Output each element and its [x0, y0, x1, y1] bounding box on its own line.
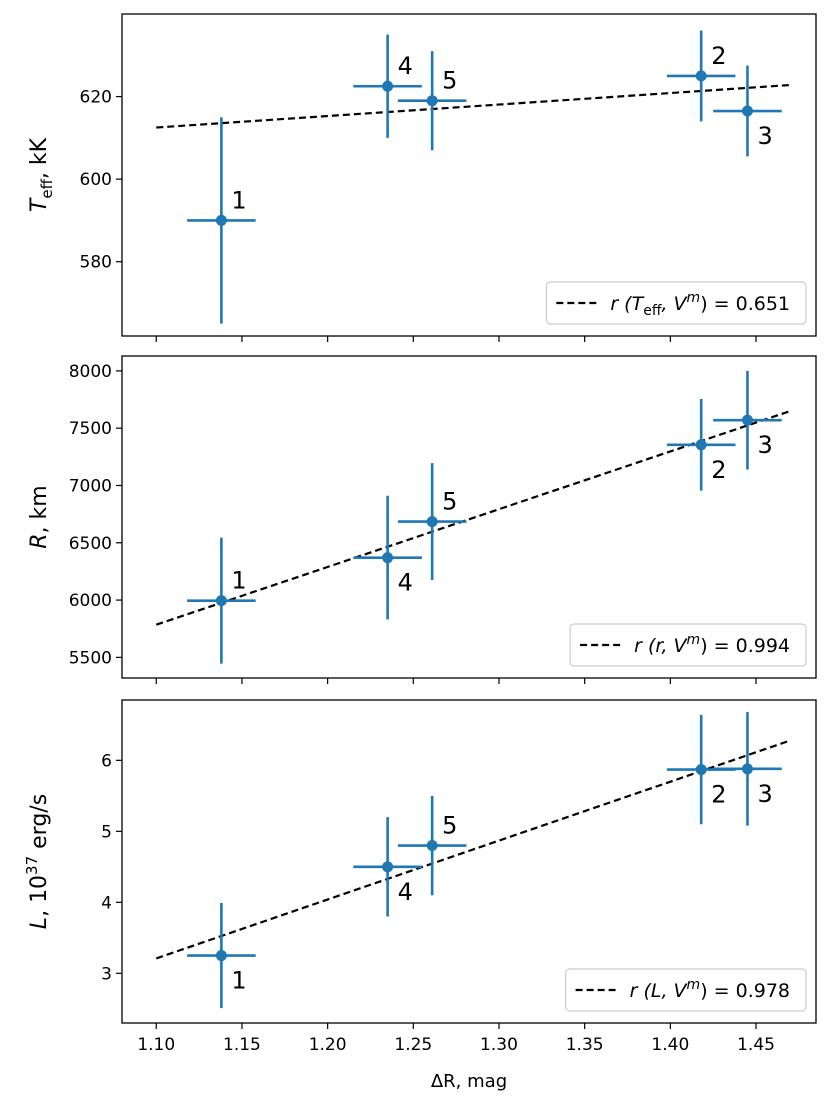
legend-suffix: ) = 0.978 — [700, 980, 790, 1002]
legend-mid: , V — [661, 293, 688, 315]
data-point — [695, 764, 707, 776]
legend-text: r (Teff, Vm) = 0.651 — [610, 290, 790, 319]
fit-line — [155, 409, 791, 626]
legend-text: r (r, Vm) = 0.994 — [634, 632, 790, 657]
data-point — [382, 80, 394, 92]
x-tick-label: 1.15 — [223, 1035, 261, 1055]
legend-prefix: r (L, V — [630, 980, 689, 1002]
data-point — [215, 950, 227, 962]
data-point — [382, 861, 394, 873]
legend-prefix: r (r, V — [634, 635, 688, 657]
point-label: 1 — [231, 186, 246, 214]
x-tick-label: 1.45 — [737, 1035, 775, 1055]
point-label: 2 — [711, 42, 726, 70]
y-tick-label: 8000 — [69, 362, 112, 382]
x-axis-label: ΔR, mag — [431, 1071, 507, 1092]
axes-frame — [121, 13, 817, 337]
y-label-main: R — [27, 533, 52, 548]
y-tick-label: 3 — [101, 964, 112, 984]
y-tick-label: 6500 — [69, 534, 112, 554]
x-tick-label: 1.35 — [566, 1035, 604, 1055]
y-tick-label: 6 — [101, 751, 112, 771]
y-label-main: L — [27, 917, 52, 929]
y-tick-label: 6000 — [69, 591, 112, 611]
y-tick-label: 600 — [80, 170, 112, 190]
y-axis-label: R, km — [27, 485, 52, 548]
data-point — [215, 595, 227, 607]
data-point — [426, 516, 438, 528]
data-point — [382, 552, 394, 564]
point-label: 5 — [442, 812, 457, 840]
axes-frame — [121, 355, 817, 679]
legend-sup: m — [687, 632, 701, 648]
x-tick-label: 1.20 — [309, 1035, 347, 1055]
y-label-main: T — [27, 197, 52, 212]
data-point — [741, 414, 753, 426]
legend-sup: m — [687, 977, 701, 993]
y-tick-label: 620 — [80, 88, 112, 108]
y-tick-label: 580 — [80, 253, 112, 273]
y-tick-label: 4 — [101, 893, 112, 913]
legend-text: r (L, Vm) = 0.978 — [630, 977, 790, 1002]
y-tick-label: 7500 — [69, 419, 112, 439]
point-label: 4 — [398, 52, 413, 80]
point-label: 3 — [757, 431, 772, 459]
panel-2: 5500 6000 6500 7000 7500 8000 R, km 1 2 3 4 5 r (r, … — [27, 355, 817, 684]
point-label: 1 — [231, 967, 246, 995]
legend-prefix: r (T — [610, 293, 644, 315]
x-tick-label: 1.10 — [137, 1035, 175, 1055]
legend-suffix: ) = 0.994 — [700, 635, 790, 657]
panel-3: 3 4 5 6 1.10 1.15 1.20 1.25 1.30 1.35 1.40 1.45 L, 1… — [23, 699, 817, 1092]
x-tick-label: 1.40 — [651, 1035, 689, 1055]
x-tick-label: 1.25 — [394, 1035, 432, 1055]
legend-box — [565, 968, 807, 1012]
legend-suffix: ) = 0.651 — [700, 293, 790, 315]
data-point — [741, 105, 753, 117]
data-point — [426, 95, 438, 107]
data-point — [426, 840, 438, 852]
point-label: 3 — [757, 780, 772, 808]
y-label-sub: eff — [38, 178, 56, 198]
data-point — [215, 214, 227, 226]
legend-sup: m — [687, 290, 701, 306]
y-label-suffix: , 10 — [27, 875, 52, 917]
point-label: 5 — [442, 488, 457, 516]
point-label: 4 — [398, 878, 413, 906]
y-label-suffix: , km — [27, 485, 52, 533]
point-label: 2 — [711, 456, 726, 484]
axes-frame — [121, 699, 817, 1024]
point-label: 2 — [711, 781, 726, 809]
y-label-suffix: , kK — [27, 137, 52, 179]
data-point — [741, 763, 753, 775]
x-tick-label: 1.30 — [480, 1035, 518, 1055]
y-tick-label: 5 — [101, 822, 112, 842]
y-axis-label: Teff, kK — [27, 137, 56, 212]
y-tick-label: 5500 — [69, 648, 112, 668]
data-point — [695, 439, 707, 451]
fit-line — [155, 739, 791, 960]
legend-box — [545, 281, 807, 325]
y-axis-label: L, 1037 erg/s — [23, 794, 52, 929]
legend-sub: eff — [643, 303, 662, 319]
fit-line — [156, 83, 791, 129]
y-tick-label: 7000 — [69, 476, 112, 496]
data-point — [695, 70, 707, 82]
point-label: 5 — [442, 67, 457, 95]
y-label-sup: 37 — [23, 856, 41, 875]
point-label: 4 — [398, 569, 413, 597]
legend-box — [569, 623, 807, 667]
point-label: 1 — [231, 567, 246, 595]
point-label: 3 — [757, 122, 772, 150]
y-label-tail: erg/s — [27, 794, 52, 856]
